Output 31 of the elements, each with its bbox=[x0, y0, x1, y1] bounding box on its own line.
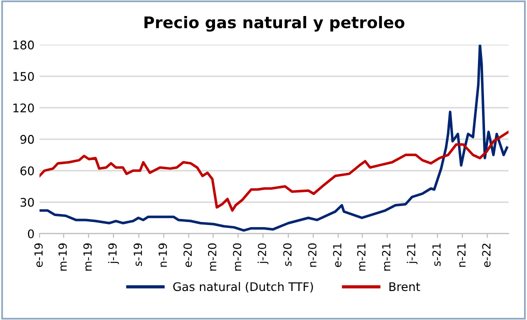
x-tick-label: s-21 bbox=[432, 244, 441, 266]
x-tick-label: j-21 bbox=[406, 244, 418, 264]
x-tick-label: m-19 bbox=[83, 243, 92, 271]
x-tick-label: m-20 bbox=[208, 243, 216, 271]
x-tick-label: m-21 bbox=[357, 244, 366, 271]
x-tick-label: n-21 bbox=[457, 244, 466, 267]
legend-label: Brent bbox=[389, 282, 420, 292]
line-series bbox=[40, 44, 508, 232]
x-tick-label: n-19 bbox=[158, 243, 167, 267]
x-tick-label: j-20 bbox=[258, 243, 268, 264]
y-tick-label: 90 bbox=[20, 134, 34, 144]
x-tick-label: m-20 bbox=[232, 243, 242, 271]
y-tick-label: 0 bbox=[28, 229, 34, 238]
line-series bbox=[40, 130, 509, 212]
x-tick-label: m-19 bbox=[58, 243, 67, 271]
y-tick-label: 180 bbox=[13, 40, 34, 50]
x-tick-label: e-21 bbox=[333, 244, 342, 267]
y-tick-label: 30 bbox=[20, 198, 34, 207]
y-tick-label: 60 bbox=[20, 166, 34, 176]
x-tick-label: m-21 bbox=[382, 244, 390, 271]
x-tick-label: e-22 bbox=[482, 244, 491, 267]
legend-label: Gas natural (Dutch TTF) bbox=[173, 282, 313, 293]
y-tick-label: 150 bbox=[13, 72, 34, 81]
x-tick-label: n-20 bbox=[308, 243, 316, 267]
chart-title: Precio gas natural y petroleo bbox=[144, 16, 404, 32]
x-tick-label: e-20 bbox=[183, 243, 192, 267]
x-tick-label: j-19 bbox=[108, 243, 119, 264]
x-tick-label: s-20 bbox=[283, 243, 292, 266]
x-tick-label: s-19 bbox=[134, 243, 142, 266]
y-tick-label: 120 bbox=[13, 103, 34, 112]
x-tick-label: e-19 bbox=[34, 243, 43, 267]
